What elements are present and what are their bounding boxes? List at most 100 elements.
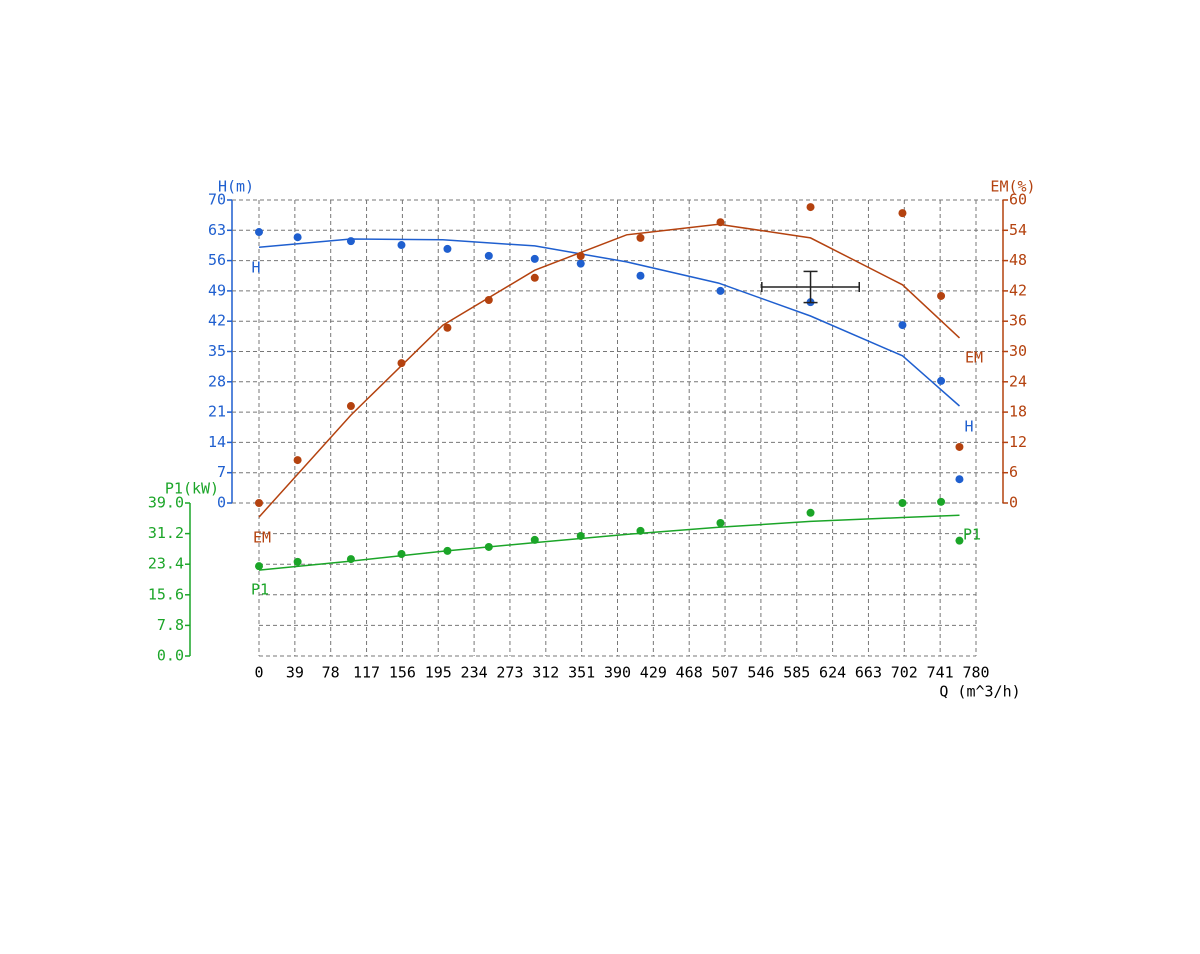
data-point: [898, 209, 907, 218]
y-tick-label: 42: [1009, 281, 1027, 299]
x-tick-label: 312: [532, 664, 559, 682]
data-point: [530, 254, 539, 263]
data-point: [293, 456, 302, 465]
data-point: [530, 273, 539, 282]
y-tick-label: 49: [208, 281, 226, 299]
y-tick-label: 7: [217, 463, 226, 481]
y-tick-label: 15.6: [148, 585, 184, 603]
x-tick-label: 663: [855, 664, 882, 682]
data-point: [484, 542, 493, 551]
data-point: [346, 237, 355, 246]
fit-curve: [258, 238, 960, 407]
data-point: [255, 499, 263, 507]
curve-label: EM: [253, 529, 271, 547]
fit-curve: [258, 223, 961, 518]
data-point: [716, 218, 725, 227]
data-point: [443, 546, 452, 555]
x-axis-title: Q (m^3/h): [939, 683, 1020, 701]
x-tick-label: 624: [819, 664, 846, 682]
data-point: [636, 526, 645, 535]
y-tick-label: 6: [1009, 463, 1018, 481]
data-point: [716, 519, 725, 528]
data-point: [806, 203, 815, 212]
x-tick-label: 351: [568, 664, 595, 682]
x-tick-label: 195: [425, 664, 452, 682]
y-tick-label: 0: [217, 494, 226, 512]
fit-curve: [258, 514, 960, 571]
data-point: [346, 402, 355, 411]
x-tick-label: 702: [891, 664, 918, 682]
y-tick-label: 0: [1009, 494, 1018, 512]
x-tick-label: 780: [962, 664, 989, 682]
y2-axis-title: EM(%): [990, 178, 1035, 196]
x-tick-label: 78: [322, 664, 340, 682]
x-tick-label: 156: [389, 664, 416, 682]
x-tick-label: 741: [927, 664, 954, 682]
x-tick-label: 429: [640, 664, 667, 682]
data-point: [636, 271, 645, 280]
data-point: [484, 251, 493, 260]
data-point: [898, 499, 907, 507]
y-tick-label: 39.0: [148, 494, 184, 512]
y-tick-label: 18: [1009, 403, 1027, 421]
data-point: [397, 241, 406, 250]
x-tick-label: 546: [747, 664, 774, 682]
y-axis-title: H(m): [218, 178, 254, 196]
data-point: [716, 286, 725, 295]
curve-label: H: [251, 259, 260, 277]
curve-label: P1: [963, 526, 981, 544]
y-tick-label: 56: [208, 251, 226, 269]
y-tick-label: 21: [208, 403, 226, 421]
data-point: [397, 359, 406, 368]
data-point: [636, 233, 645, 242]
y-tick-label: 35: [208, 342, 226, 360]
data-point: [955, 442, 964, 451]
data-point: [937, 376, 946, 385]
x-tick-label: 39: [286, 664, 304, 682]
data-point: [937, 497, 946, 506]
y-tick-label: 31.2: [148, 524, 184, 542]
y-tick-label: 48: [1009, 251, 1027, 269]
y-tick-label: 28: [208, 372, 226, 390]
data-point: [576, 531, 585, 540]
data-point: [293, 557, 302, 566]
y-tick-label: 63: [208, 221, 226, 239]
data-point: [806, 508, 815, 517]
data-point: [255, 562, 263, 571]
curve-label: EM: [965, 349, 983, 367]
data-point: [576, 252, 585, 261]
y-tick-label: 24: [1009, 372, 1027, 390]
y-tick-label: 14: [208, 433, 226, 451]
y-tick-label: 54: [1009, 221, 1027, 239]
x-tick-label: 390: [604, 664, 631, 682]
data-point: [346, 555, 355, 564]
data-point: [937, 291, 946, 300]
data-point: [530, 535, 539, 544]
x-tick-label: 585: [783, 664, 810, 682]
y-tick-label: 60: [1009, 191, 1027, 209]
data-point: [397, 550, 406, 558]
data-point: [898, 321, 907, 330]
y-tick-label: 70: [208, 191, 226, 209]
data-point: [443, 323, 452, 332]
y-tick-label: 0.0: [157, 647, 184, 665]
curve-label: P1: [251, 581, 269, 599]
data-point: [255, 228, 263, 237]
data-point: [484, 295, 493, 304]
x-tick-label: 234: [461, 664, 488, 682]
x-tick-label: 0: [254, 664, 263, 682]
x-tick-label: 468: [676, 664, 703, 682]
curve-label: H: [964, 418, 973, 436]
x-tick-label: 273: [496, 664, 523, 682]
data-point: [955, 536, 964, 545]
x-tick-label: 507: [712, 664, 739, 682]
y-tick-label: 42: [208, 312, 226, 330]
data-point: [955, 475, 964, 484]
data-point: [443, 244, 452, 253]
y-tick-label: 36: [1009, 312, 1027, 330]
y3-axis-title: P1(kW): [165, 480, 219, 498]
y-tick-label: 30: [1009, 342, 1027, 360]
y-tick-label: 23.4: [148, 555, 184, 573]
data-point: [293, 233, 302, 242]
